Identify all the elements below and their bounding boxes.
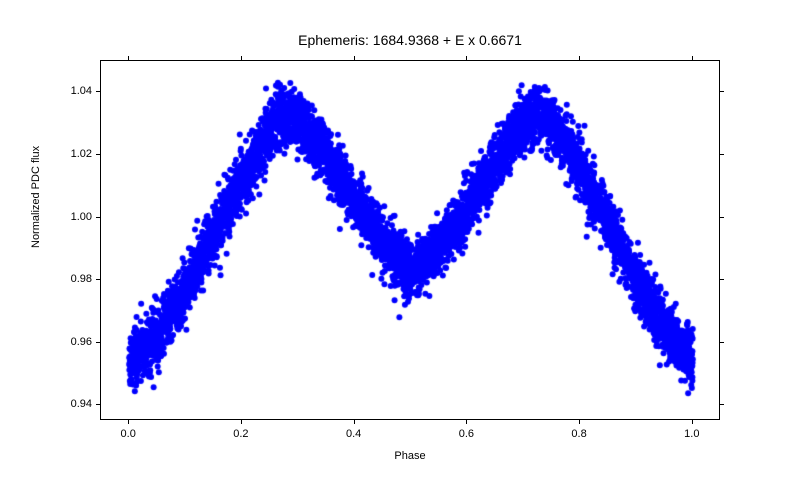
x-tick bbox=[128, 56, 129, 60]
x-tick bbox=[466, 56, 467, 60]
y-tick bbox=[96, 91, 100, 92]
y-tick-label: 1.04 bbox=[50, 85, 92, 97]
y-tick-label: 0.94 bbox=[50, 398, 92, 410]
y-tick-label: 0.98 bbox=[50, 273, 92, 285]
x-tick bbox=[241, 56, 242, 60]
x-axis-label: Phase bbox=[100, 450, 720, 462]
x-tick-label: 0.4 bbox=[346, 428, 361, 440]
y-tick bbox=[96, 342, 100, 343]
y-tick bbox=[720, 154, 724, 155]
x-tick bbox=[466, 420, 467, 424]
y-axis-label: Normalized PDC flux bbox=[30, 232, 46, 248]
y-tick bbox=[96, 154, 100, 155]
y-tick bbox=[720, 217, 724, 218]
scatter-canvas bbox=[101, 61, 721, 421]
y-tick bbox=[720, 279, 724, 280]
y-tick bbox=[96, 279, 100, 280]
x-tick bbox=[241, 420, 242, 424]
x-tick bbox=[579, 56, 580, 60]
x-tick bbox=[579, 420, 580, 424]
x-tick bbox=[692, 56, 693, 60]
y-tick bbox=[720, 404, 724, 405]
x-tick bbox=[354, 420, 355, 424]
x-tick-label: 0.0 bbox=[121, 428, 136, 440]
x-tick-label: 0.2 bbox=[233, 428, 248, 440]
x-tick-label: 0.6 bbox=[459, 428, 474, 440]
figure: Ephemeris: 1684.9368 + E x 0.6671 Phase … bbox=[0, 0, 800, 500]
x-tick-label: 1.0 bbox=[684, 428, 699, 440]
y-tick bbox=[96, 217, 100, 218]
y-tick-label: 1.02 bbox=[50, 148, 92, 160]
y-tick bbox=[96, 404, 100, 405]
x-tick bbox=[354, 56, 355, 60]
y-tick bbox=[720, 91, 724, 92]
x-tick-label: 0.8 bbox=[571, 428, 586, 440]
x-tick bbox=[128, 420, 129, 424]
x-tick bbox=[692, 420, 693, 424]
y-tick-label: 1.00 bbox=[50, 211, 92, 223]
y-tick bbox=[720, 342, 724, 343]
plot-area bbox=[100, 60, 720, 420]
chart-title: Ephemeris: 1684.9368 + E x 0.6671 bbox=[100, 32, 720, 48]
y-tick-label: 0.96 bbox=[50, 336, 92, 348]
